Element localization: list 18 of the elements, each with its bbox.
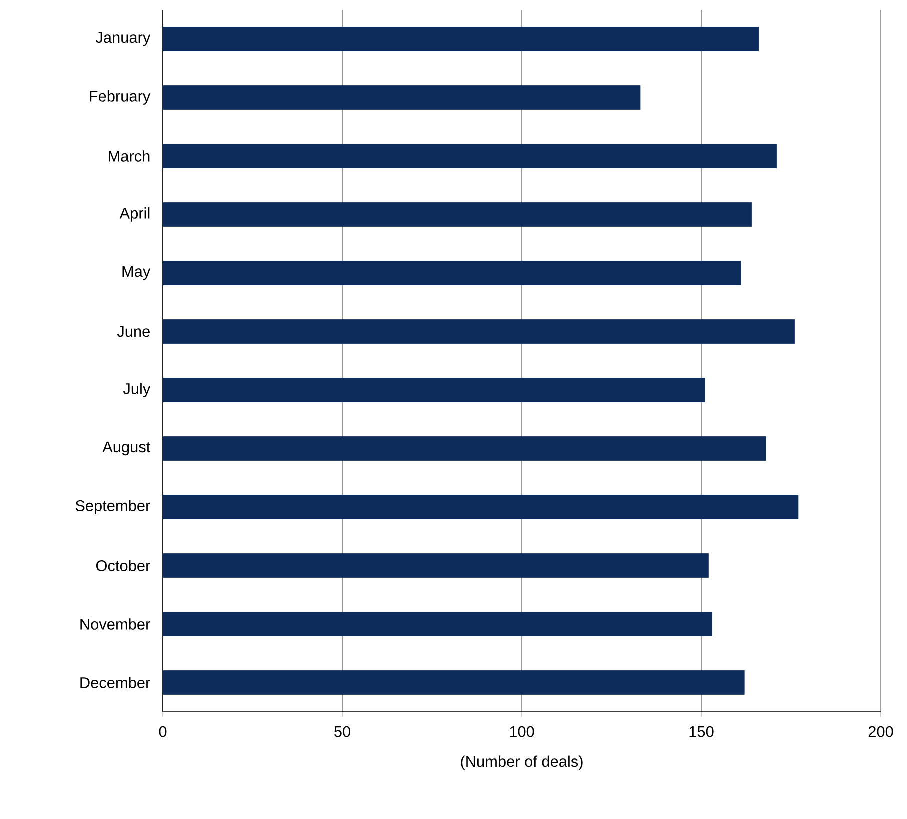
y-tick-label: September	[76, 500, 150, 514]
x-tick-label: 0	[159, 726, 167, 738]
x-tick-label: 50	[334, 726, 350, 738]
y-tick-label: December	[80, 677, 150, 688]
y-tick-label: March	[109, 150, 150, 162]
y-tick-label: June	[117, 326, 150, 338]
y-tick-label: April	[120, 208, 150, 222]
x-axis-title: (Number of deals)	[461, 756, 583, 770]
y-tick-label: August	[102, 442, 151, 456]
y-tick-label: May	[122, 266, 151, 280]
x-tick-label: 150	[690, 726, 714, 738]
x-tick-label: 100	[510, 726, 534, 738]
y-tick-label: October	[96, 560, 150, 572]
y-tick-label: February	[90, 90, 151, 105]
y-tick-label: July	[123, 383, 151, 398]
x-tick-label: 200	[868, 726, 894, 738]
y-tick-label: November	[80, 618, 150, 630]
y-tick-label: January	[96, 32, 151, 46]
